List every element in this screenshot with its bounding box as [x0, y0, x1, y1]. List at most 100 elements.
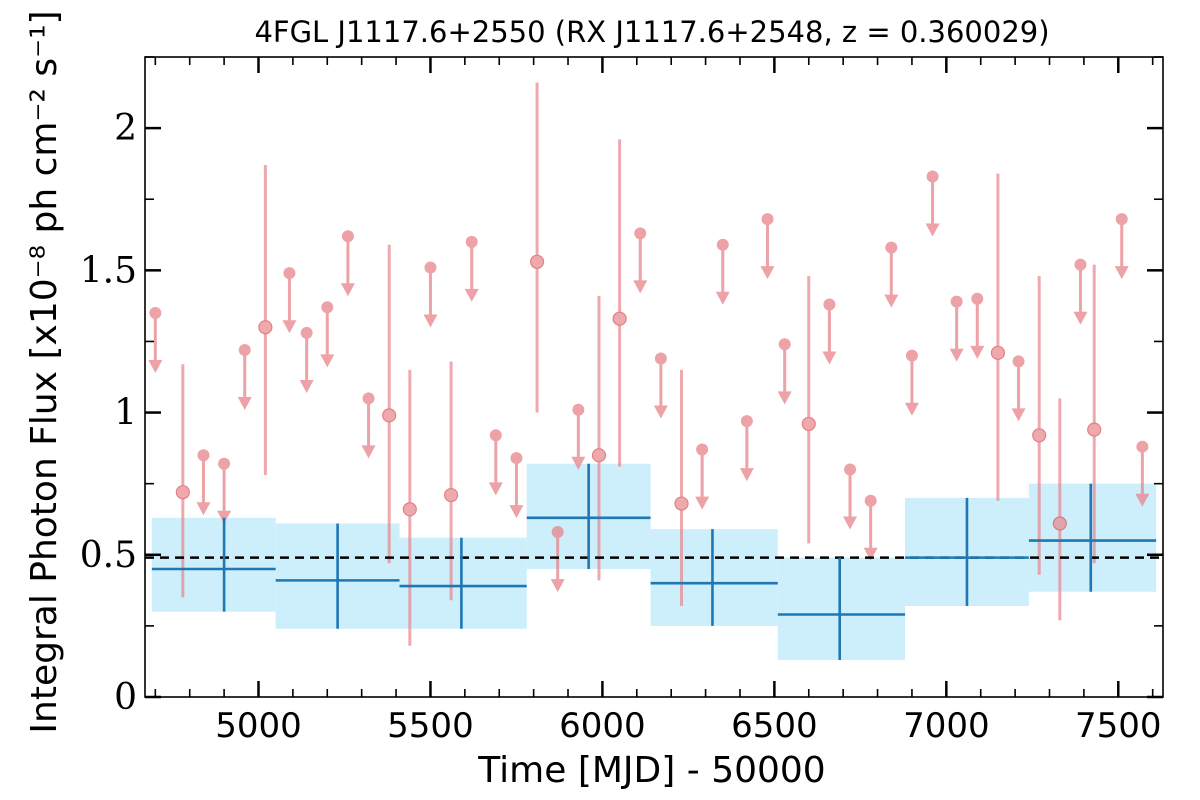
- upper-limit-arrow: [464, 288, 479, 302]
- upper-limit-marker: [634, 227, 647, 240]
- x-tick-label: 6500: [731, 706, 818, 746]
- detection-marker: [801, 416, 816, 432]
- upper-limit-11: [488, 429, 503, 496]
- detection-marker: [443, 487, 459, 503]
- upper-limit-marker: [1115, 213, 1128, 226]
- detection-marker: [591, 448, 607, 463]
- upper-limit-marker: [950, 295, 963, 308]
- upper-limit-30: [1011, 355, 1026, 422]
- upper-limit-arrow: [299, 379, 314, 393]
- upper-limit-marker: [844, 463, 857, 476]
- upper-limit-marker: [971, 292, 984, 305]
- x-tick-label: 7000: [903, 706, 990, 746]
- upper-limit-arrow: [488, 482, 503, 496]
- upper-limit-arrow: [760, 266, 775, 280]
- detection-marker: [402, 502, 417, 517]
- x-tick-label: 7500: [1075, 706, 1162, 746]
- upper-limit-marker: [864, 494, 877, 507]
- upper-limit-arrow: [653, 405, 668, 419]
- upper-limit-marker: [716, 238, 729, 251]
- upper-limit-9: [423, 261, 438, 328]
- y-tick-label: 0.5: [80, 535, 137, 576]
- detection-marker: [529, 254, 545, 269]
- upper-limit-marker: [321, 301, 334, 314]
- upper-limit-17: [695, 443, 710, 510]
- upper-limit-0: [148, 307, 163, 374]
- upper-limit-arrow: [863, 547, 878, 561]
- upper-limit-14: [571, 403, 586, 470]
- upper-limit-arrow: [1011, 408, 1026, 422]
- upper-limit-arrow: [361, 445, 376, 459]
- upper-limit-arrow: [320, 354, 335, 368]
- upper-limit-5: [299, 326, 314, 393]
- detection-point-8: [674, 369, 689, 606]
- detection-marker: [612, 311, 627, 326]
- upper-limit-26: [904, 349, 919, 416]
- upper-limit-marker: [823, 298, 836, 311]
- upper-limit-marker: [1012, 355, 1025, 368]
- detection-marker: [1052, 516, 1067, 531]
- upper-limit-arrow: [777, 391, 792, 405]
- upper-limit-arrow: [550, 579, 565, 593]
- upper-limit-arrow: [970, 345, 985, 359]
- upper-limit-marker: [696, 443, 709, 456]
- detection-point-2: [382, 244, 397, 564]
- upper-limit-arrow: [340, 283, 355, 297]
- upper-limit-arrow: [282, 320, 297, 334]
- detection-point-10: [990, 173, 1006, 501]
- upper-limit-23: [843, 463, 858, 530]
- upper-limit-arrow: [715, 291, 730, 305]
- upper-limit-arrow: [822, 351, 837, 365]
- upper-limit-marker: [424, 261, 437, 274]
- upper-limit-marker: [885, 241, 898, 254]
- upper-limit-arrow: [1114, 266, 1129, 280]
- upper-limit-arrow: [695, 496, 710, 510]
- upper-limit-15: [633, 227, 648, 294]
- detection-point-9: [801, 276, 816, 544]
- long-bin-band-7: [1028, 483, 1157, 592]
- y-tick-label: 0: [114, 677, 137, 718]
- upper-limit-arrow: [423, 314, 438, 328]
- upper-limit-marker: [300, 326, 313, 339]
- upper-limit-marker: [149, 307, 162, 319]
- upper-limit-marker: [362, 392, 375, 405]
- detection-point-12: [1052, 398, 1067, 621]
- detection-marker: [1032, 428, 1047, 443]
- x-tick-label: 6000: [559, 706, 646, 746]
- long-bin-point-7: [1028, 483, 1157, 592]
- long-bin-point-0: [151, 517, 276, 612]
- upper-limit-28: [949, 295, 964, 362]
- long-bin-band-4: [650, 529, 778, 626]
- detection-point-6: [591, 295, 607, 581]
- detection-marker: [1087, 422, 1102, 437]
- y-tick-label: 1: [114, 393, 137, 434]
- upper-limit-24: [863, 494, 878, 561]
- upper-limit-marker: [740, 415, 753, 428]
- upper-limit-31: [1073, 258, 1088, 325]
- upper-limit-19: [739, 415, 754, 482]
- upper-limit-marker: [654, 352, 667, 365]
- upper-limit-marker: [778, 338, 791, 351]
- upper-limit-arrow: [843, 516, 858, 530]
- detection-point-1: [258, 165, 273, 476]
- upper-limit-marker: [218, 457, 231, 470]
- upper-limit-arrow: [196, 502, 211, 516]
- upper-limit-22: [822, 298, 837, 365]
- detection-point-5: [529, 82, 545, 413]
- upper-limit-marker: [489, 429, 502, 442]
- upper-limit-20: [760, 213, 775, 280]
- plot-frame: [144, 56, 1164, 698]
- x-axis-title: Time [MJD] - 50000: [477, 750, 825, 791]
- upper-limit-marker: [905, 349, 918, 362]
- upper-limit-marker: [572, 403, 585, 416]
- detection-marker: [175, 485, 190, 500]
- upper-limit-marker: [926, 170, 939, 183]
- upper-limit-7: [340, 230, 355, 297]
- upper-limit-arrow: [925, 223, 940, 237]
- upper-limit-18: [715, 238, 730, 305]
- chart-title: 4FGL J1117.6+2550 (RX J1117.6+2548, z = …: [254, 15, 1049, 49]
- long-bin-point-3: [526, 463, 651, 569]
- upper-limit-marker: [1074, 258, 1087, 271]
- y-tick-label: 2: [114, 108, 137, 149]
- detection-marker: [674, 496, 689, 511]
